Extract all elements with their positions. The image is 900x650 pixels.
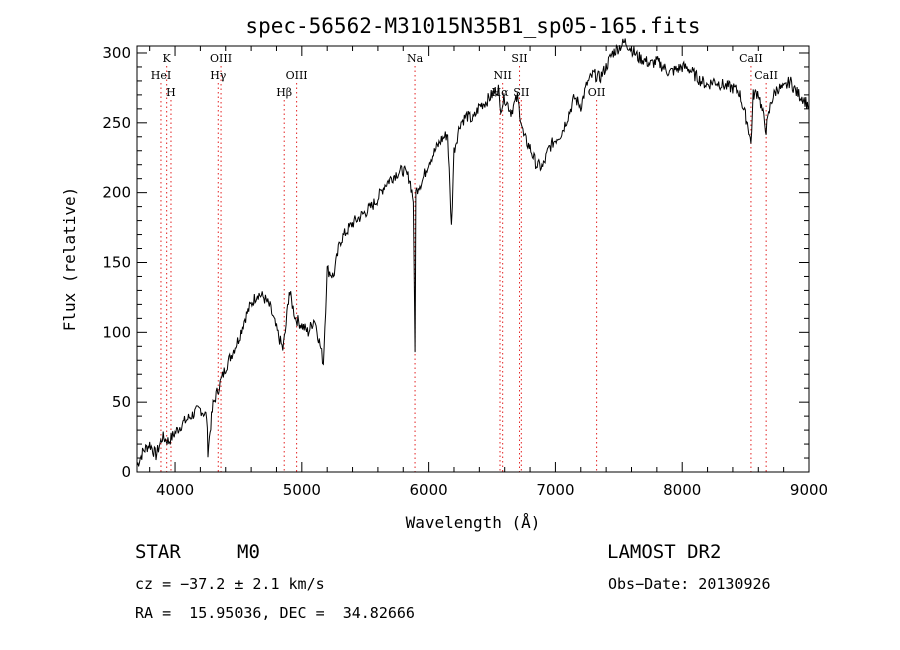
chart-title: spec-56562-M31015N35B1_sp05-165.fits [245,14,700,38]
object-class: STAR [135,541,181,563]
x-axis-label: Wavelength (Å) [406,513,541,532]
y-axis-label: Flux (relative) [60,187,79,332]
spectral-line-label: Hγ [210,69,227,82]
spectral-line-label: OIII [286,69,308,82]
x-tick-label: 5000 [283,481,321,499]
spectral-line-label: HeI [151,69,171,82]
y-tick-label: 50 [112,393,131,411]
spectrum-line [136,38,810,467]
redshift-cz: cz = −37.2 ± 2.1 km/s [135,575,325,593]
y-tick-label: 0 [121,463,131,481]
y-tick-label: 250 [102,114,131,132]
plot-frame [136,45,810,473]
coordinates: RA = 15.95036, DEC = 34.82666 [135,604,415,622]
x-tick-label: 6000 [410,481,448,499]
spectral-line-label: CaII [739,52,763,65]
spectral-line-label: Na [407,52,424,65]
spectral-line-label: OII [588,86,606,99]
axis-ticks-layer: 4000 5000 6000 7000 8000 9000 0 50 100 150 200 250 3… [102,44,828,499]
x-tick-label: 8000 [663,481,701,499]
spectral-line-label: Hβ [276,86,292,99]
observation-date: Obs−Date: 20130926 [608,575,771,593]
spectral-line-label: K [163,52,172,65]
spectral-line-label: SII [511,52,527,65]
object-subclass: M0 [237,541,260,563]
y-tick-label: 300 [102,44,131,62]
spectral-line-label: H [166,86,176,99]
spectral-line-label: NII [494,69,512,82]
y-tick-label: 150 [102,253,131,271]
y-tick-label: 100 [102,323,131,341]
y-tick-label: 200 [102,184,131,202]
x-tick-label: 7000 [536,481,574,499]
spectral-line-label: OIII [210,52,232,65]
x-tick-label: 9000 [790,481,828,499]
x-tick-label: 4000 [156,481,194,499]
spectral-line-label: CaII [754,69,778,82]
survey-name: LAMOST DR2 [607,541,722,563]
